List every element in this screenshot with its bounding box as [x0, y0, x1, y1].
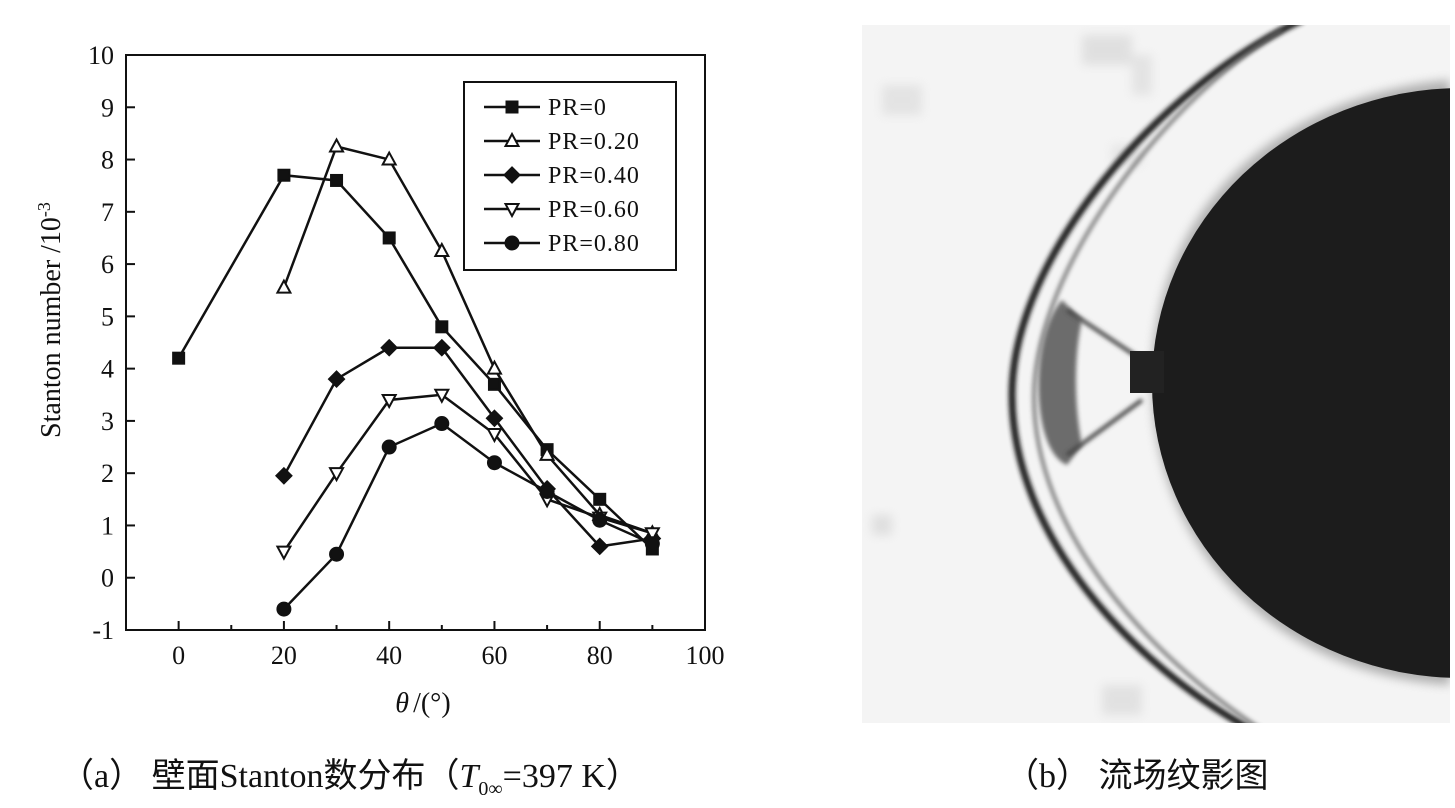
x-tick-label: 80 [587, 641, 613, 670]
data-point [487, 377, 501, 391]
y-tick-label: 1 [101, 511, 114, 540]
schlieren-drawing [862, 16, 1455, 734]
data-point [486, 455, 502, 471]
data-point [328, 467, 345, 483]
x-tick-label: 100 [686, 641, 725, 670]
data-point [644, 536, 660, 552]
data-point [327, 370, 346, 389]
data-point [275, 545, 293, 561]
legend-label: PR=0 [548, 95, 607, 121]
data-point [275, 278, 293, 294]
jet-shear-upper [1065, 308, 1144, 362]
legend-item: PR=0.60 [484, 197, 640, 223]
data-point [592, 512, 608, 528]
data-point [380, 338, 399, 357]
legend-label: PR=0.80 [548, 231, 640, 257]
data-point [328, 137, 345, 153]
data-point [538, 445, 556, 461]
caption-a-suffix: =397 K） [502, 758, 640, 795]
bow-shock-outer [1008, 16, 1304, 734]
x-axis-unit: /(°) [413, 688, 451, 719]
y-tick-label: 7 [101, 198, 114, 227]
data-point [277, 168, 291, 182]
legend-label: PR=0.20 [548, 129, 640, 155]
data-point [330, 173, 344, 187]
schlieren-image [862, 16, 1455, 734]
legend-marker [503, 203, 521, 219]
data-point [276, 601, 292, 617]
data-point [486, 359, 503, 375]
x-axis-label: θ/(°) [395, 688, 450, 719]
data-point [381, 150, 398, 166]
legend-item: PR=0.80 [484, 231, 640, 257]
legend-marker [503, 131, 521, 147]
y-tick-label: 0 [101, 564, 114, 593]
jet-nozzle [1130, 351, 1164, 393]
data-point [382, 231, 396, 245]
y-tick-label: 2 [101, 459, 114, 488]
y-axis-label: Stanton number /10-3 [34, 202, 67, 438]
data-point [593, 492, 607, 506]
caption-a-T: T [459, 758, 479, 795]
series-line [283, 422, 653, 610]
x-tick-label: 60 [481, 641, 507, 670]
y-tick-label: 5 [101, 302, 114, 331]
legend-label: PR=0.40 [548, 163, 640, 189]
data-point [434, 416, 450, 432]
data-point [274, 466, 293, 485]
x-axis-symbol: θ [395, 688, 409, 719]
plot-frame [125, 54, 706, 631]
data-point [432, 338, 451, 357]
legend-item: PR=0.40 [484, 163, 640, 189]
y-tick-label: 10 [88, 41, 114, 70]
legend-marker [504, 235, 520, 251]
jet-shear-lower [1065, 398, 1144, 457]
data-point [329, 546, 345, 562]
caption-a: （a） 壁面Stanton数分布（T0∞=397 K） [60, 748, 640, 801]
data-point [433, 241, 450, 258]
x-tick-label: 40 [376, 641, 402, 670]
y-tick-label: 9 [101, 93, 114, 122]
y-axis-exponent: -3 [34, 202, 54, 217]
data-point [433, 388, 450, 404]
series-pr-0-80 [276, 416, 660, 617]
y-tick-label: -1 [92, 616, 114, 645]
data-point [381, 439, 397, 455]
legend-label: PR=0.60 [548, 197, 640, 223]
data-point [381, 394, 398, 410]
series-line [282, 346, 653, 548]
blunt-body [1152, 88, 1455, 678]
caption-b-text: （b） 流场纹影图 [1005, 758, 1269, 795]
x-axis: 0 20 40 60 80 100 [125, 621, 725, 670]
series-layer [172, 137, 662, 617]
data-point [435, 320, 449, 334]
data-point [539, 483, 555, 499]
legend-item: PR=0.20 [484, 129, 640, 155]
x-tick-label: 0 [172, 641, 185, 670]
caption-a-sub: 0∞ [478, 777, 503, 800]
series-pr-0-60 [275, 388, 661, 561]
y-axis: -1 0 1 2 3 4 5 6 7 8 9 10 [88, 41, 135, 645]
data-point [644, 527, 661, 543]
caption-b: （b） 流场纹影图 [1005, 748, 1269, 797]
y-axis-label-text: Stanton number /10 [36, 217, 67, 438]
y-tick-label: 4 [101, 355, 114, 384]
x-tick-label: 20 [271, 641, 297, 670]
y-tick-label: 8 [101, 146, 114, 175]
legend: PR=0 PR=0.20 PR=0.40 PR=0.60 PR=0.80 [463, 81, 677, 271]
data-point [485, 409, 504, 428]
y-tick-label: 3 [101, 407, 114, 436]
data-point [172, 351, 186, 365]
jet-shock-lens [1038, 300, 1082, 465]
series-line [282, 144, 653, 535]
y-tick-label: 6 [101, 250, 114, 279]
data-point [590, 537, 609, 556]
data-point [486, 427, 503, 444]
bow-shock-inner [1031, 28, 1284, 732]
legend-marker [503, 166, 521, 184]
legend-item: PR=0 [484, 95, 607, 121]
caption-a-prefix: （a） 壁面Stanton数分布（ [60, 758, 460, 795]
legend-marker [505, 100, 519, 114]
